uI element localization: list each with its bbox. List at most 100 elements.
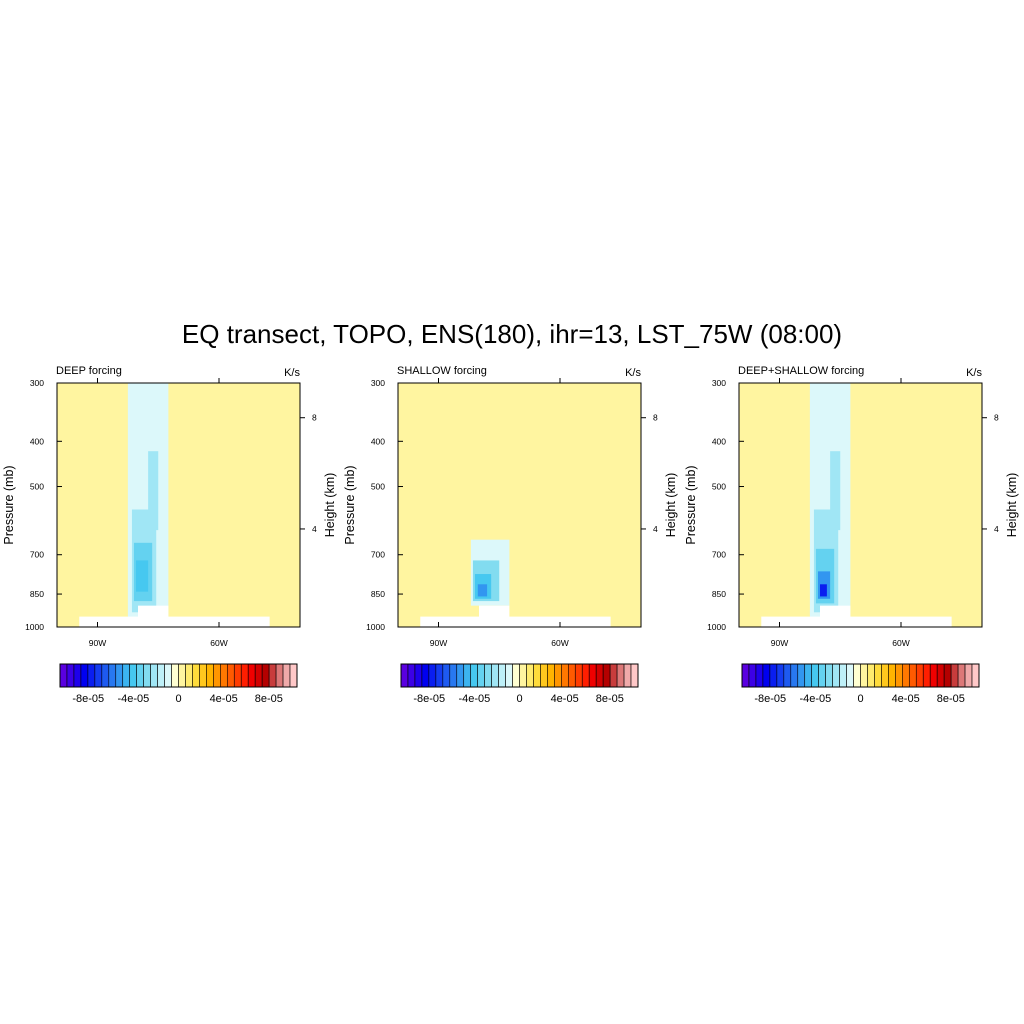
- colorbar-swatch: [929, 663, 938, 688]
- y-tick-label: 850: [712, 589, 726, 599]
- y-tick-label: 300: [371, 378, 385, 388]
- colorbar-label: -4e-05: [799, 693, 831, 705]
- height-tick-label: 4: [653, 524, 658, 534]
- colorbar-swatch: [512, 663, 520, 688]
- y-tick-label: 500: [371, 482, 385, 492]
- colorbar-swatch: [164, 663, 172, 688]
- y-tick-label: 850: [371, 589, 385, 599]
- colorbar-swatch: [595, 663, 604, 688]
- colorbar-swatch: [442, 663, 451, 688]
- colorbar-label: 8e-05: [596, 693, 624, 705]
- colorbar-swatch: [853, 663, 861, 688]
- y-tick-label: 400: [30, 436, 44, 446]
- colorbar-swatch: [609, 663, 618, 688]
- colorbar-swatch: [233, 663, 242, 688]
- units-label: K/s: [966, 367, 982, 379]
- colorbar-swatch: [136, 663, 144, 688]
- colorbar-swatch: [178, 663, 186, 688]
- panel-title: DEEP+SHALLOW forcing: [738, 365, 864, 377]
- terrain-0: [761, 616, 952, 627]
- colorbar-swatch: [463, 663, 472, 688]
- units-label: K/s: [625, 367, 641, 379]
- colorbar-swatch: [588, 663, 597, 688]
- colorbar-swatch: [755, 663, 764, 688]
- colorbar-swatch: [839, 663, 847, 688]
- colorbar-swatch: [526, 663, 534, 688]
- colorbar-swatch: [915, 663, 924, 688]
- y-tick-label: 500: [712, 482, 726, 492]
- y-axis-label: Pressure (mb): [684, 465, 698, 544]
- y-axis-right-label: Height (km): [323, 473, 337, 538]
- colorbar-swatch: [73, 663, 82, 688]
- terrain-0: [420, 616, 611, 627]
- colorbar-label: 0: [175, 693, 181, 705]
- colorbar-swatch: [80, 663, 89, 688]
- plot-frame: [738, 382, 983, 628]
- colorbar-swatch: [888, 663, 896, 688]
- colorbar-swatch: [567, 663, 576, 688]
- panel-title: DEEP forcing: [56, 365, 122, 377]
- field-cell-5: [830, 451, 841, 531]
- colorbar-label: -4e-05: [117, 693, 149, 705]
- colorbar-swatch: [533, 663, 541, 688]
- y-tick-label: 1000: [707, 622, 726, 632]
- colorbar-swatch: [762, 663, 771, 688]
- colorbar-swatch: [421, 663, 430, 688]
- colorbar-label: 0: [516, 693, 522, 705]
- colorbar-swatch: [547, 663, 555, 688]
- panel-0: DEEP forcing K/s 300 400 500 700 850 1000 8 4 90W 6…: [2, 365, 337, 705]
- colorbar-swatch: [957, 663, 966, 688]
- colorbar-swatch: [867, 663, 875, 688]
- colorbar-frame: [400, 663, 639, 688]
- colorbar-swatch: [818, 663, 826, 688]
- colorbar-swatch: [192, 663, 200, 688]
- colorbar-swatch: [964, 663, 973, 688]
- colorbar-swatch: [630, 663, 639, 688]
- colorbar-swatch: [804, 663, 813, 688]
- colorbar-swatch: [574, 663, 583, 688]
- panel-1: SHALLOW forcing K/s 300 400 500 700 850 1000 8 4 9…: [343, 365, 678, 705]
- colorbar-label: 8e-05: [255, 693, 283, 705]
- colorbar-swatch: [811, 663, 819, 688]
- y-tick-label: 1000: [25, 622, 44, 632]
- plot-frame: [56, 382, 301, 628]
- colorbar-swatch: [282, 663, 291, 688]
- height-tick-label: 8: [312, 413, 317, 423]
- colorbar-swatch: [491, 663, 499, 688]
- field-cell-4: [148, 451, 159, 531]
- colorbar-swatch: [561, 663, 569, 688]
- y-tick-label: 400: [371, 436, 385, 446]
- colorbar-swatch: [456, 663, 465, 688]
- colorbar-swatch: [832, 663, 840, 688]
- colorbar-swatch: [66, 663, 75, 688]
- colorbar-swatch: [936, 663, 945, 688]
- height-tick-label: 4: [312, 524, 317, 534]
- colorbar-swatch: [484, 663, 492, 688]
- colorbar-swatch: [59, 663, 68, 688]
- colorbar-frame: [741, 663, 980, 688]
- colorbar-label: 4e-05: [210, 693, 238, 705]
- colorbar-swatch: [602, 663, 611, 688]
- y-tick-label: 700: [30, 550, 44, 560]
- colorbar-swatch: [268, 663, 277, 688]
- colorbar-label: -4e-05: [458, 693, 490, 705]
- colorbar-swatch: [261, 663, 270, 688]
- colorbar-swatch: [220, 663, 228, 688]
- colorbar-swatch: [407, 663, 416, 688]
- colorbar-swatch: [943, 663, 952, 688]
- terrain-1: [138, 605, 169, 627]
- colorbar: -8e-05 -4e-05 0 4e-05 8e-05: [59, 663, 298, 705]
- y-tick-label: 300: [30, 378, 44, 388]
- colorbar-swatch: [129, 663, 137, 688]
- colorbar-swatch: [115, 663, 124, 688]
- field-background: [398, 383, 641, 627]
- colorbar-swatch: [860, 663, 868, 688]
- field-cell-3: [135, 560, 149, 592]
- y-tick-label: 1000: [366, 622, 385, 632]
- colorbar-swatch: [428, 663, 437, 688]
- panel-title: SHALLOW forcing: [397, 365, 487, 377]
- x-tick-label: 60W: [551, 638, 568, 648]
- colorbar-swatch: [908, 663, 917, 688]
- colorbar-swatch: [874, 663, 882, 688]
- colorbar-label: 0: [857, 693, 863, 705]
